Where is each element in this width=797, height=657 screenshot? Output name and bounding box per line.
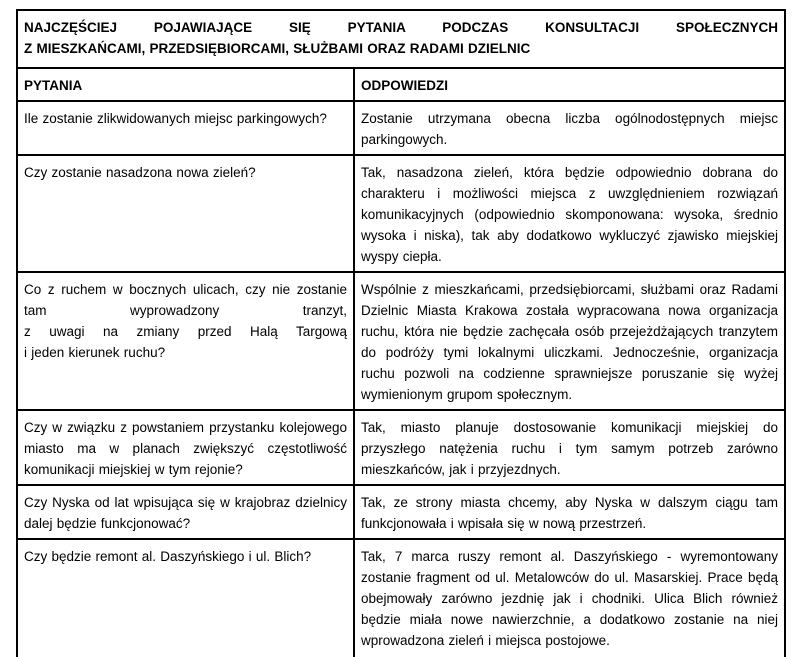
answer-cell: Wspólnie z mieszkańcami, przedsiębiorcam… xyxy=(352,271,787,411)
answer-cell: Tak, miasto planuje dostosowanie komunik… xyxy=(352,409,787,486)
answer-cell: Tak, ze strony miasta chcemy, aby Nyska … xyxy=(352,484,787,540)
answer-cell: Zostanie utrzymana obecna liczba ogólnod… xyxy=(352,100,787,156)
qa-row: Czy będzie remont al. Daszyńskiego i ul.… xyxy=(16,538,787,657)
qa-row: Co z ruchem w bocznych ulicach, czy nie … xyxy=(16,271,787,411)
qa-row: Czy zostanie nasadzona nowa zieleń? Tak,… xyxy=(16,154,787,273)
question-cell: Co z ruchem w bocznych ulicach, czy nie … xyxy=(16,271,355,411)
qa-row: Ile zostanie zlikwidowanych miejsc parki… xyxy=(16,100,787,156)
column-header-questions: PYTANIA xyxy=(16,67,355,102)
table-title: NAJCZĘŚCIEJ POJAWIAJĄCE SIĘ PYTANIA PODC… xyxy=(15,9,787,69)
faq-table: NAJCZĘŚCIEJ POJAWIAJĄCE SIĘ PYTANIA PODC… xyxy=(15,9,787,657)
qa-row: Czy Nyska od lat wpisująca się w krajobr… xyxy=(16,484,787,540)
question-cell: Czy w związku z powstaniem przystanku ko… xyxy=(16,409,355,486)
column-header-answers: ODPOWIEDZI xyxy=(352,67,787,102)
column-header-row: PYTANIA ODPOWIEDZI xyxy=(16,67,787,102)
question-cell: Czy będzie remont al. Daszyńskiego i ul.… xyxy=(16,538,355,657)
answer-cell: Tak, 7 marca ruszy remont al. Daszyńskie… xyxy=(352,538,787,657)
question-cell: Czy zostanie nasadzona nowa zieleń? xyxy=(16,154,355,273)
title-row: NAJCZĘŚCIEJ POJAWIAJĄCE SIĘ PYTANIA PODC… xyxy=(15,9,787,69)
qa-row: Czy w związku z powstaniem przystanku ko… xyxy=(16,409,787,486)
question-cell: Ile zostanie zlikwidowanych miejsc parki… xyxy=(16,100,355,156)
question-cell: Czy Nyska od lat wpisująca się w krajobr… xyxy=(16,484,355,540)
answer-cell: Tak, nasadzona zieleń, która będzie odpo… xyxy=(352,154,787,273)
